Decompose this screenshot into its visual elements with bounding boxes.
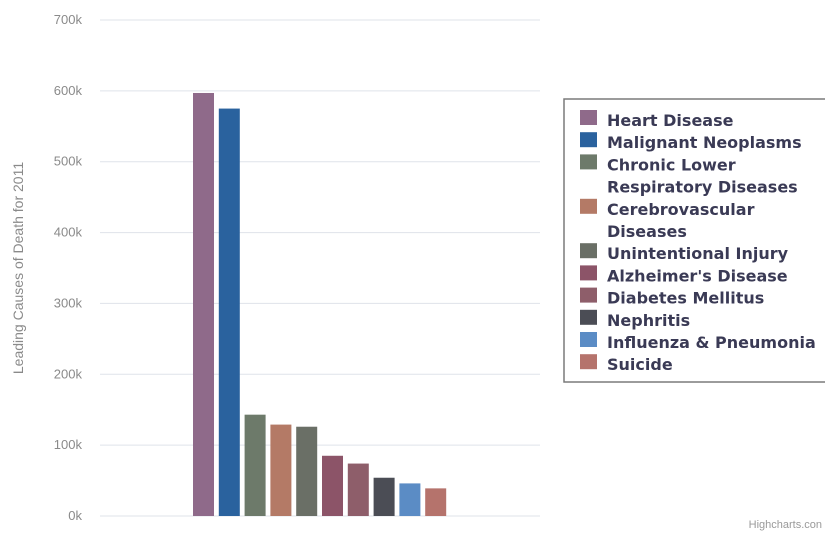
legend-label: Diseases <box>607 222 687 241</box>
y-tick-label: 100k <box>54 437 83 452</box>
bar-influenza-pneumonia[interactable] <box>399 483 421 516</box>
legend-label: Unintentional Injury <box>607 244 789 263</box>
legend: Heart Disease Malignant Neoplasms Chronic … <box>563 98 825 383</box>
legend-swatch <box>580 332 597 347</box>
bar-malignant-neoplasms[interactable] <box>218 108 240 517</box>
legend-item[interactable]: Suicide <box>580 354 673 374</box>
legend-label: Diabetes Mellitus <box>607 289 764 308</box>
y-tick-label: 500k <box>54 154 83 169</box>
bars <box>193 92 447 517</box>
legend-swatch <box>580 287 597 303</box>
grid-lines <box>100 19 540 517</box>
legend-label: Malignant Neoplasms <box>607 133 802 152</box>
y-tick-label: 200k <box>54 366 83 381</box>
legend-item[interactable]: Cerebrovascular Diseases <box>580 198 755 241</box>
legend-swatch <box>580 309 597 325</box>
legend-item[interactable]: Chronic Lower Respiratory Diseases <box>580 154 798 197</box>
legend-label: Respiratory Diseases <box>607 178 798 197</box>
bar-chronic-lower-respiratory-diseases[interactable] <box>244 414 266 516</box>
legend-item[interactable]: Alzheimer's Disease <box>580 265 788 285</box>
bar-heart-disease[interactable] <box>193 92 214 517</box>
legend-swatch <box>580 110 597 125</box>
legend-box <box>563 98 825 383</box>
legend-label: Influenza & Pneumonia <box>607 333 816 352</box>
legend-label: Alzheimer's Disease <box>607 266 788 285</box>
credits-link[interactable]: Highcharts.con <box>749 519 822 531</box>
legend-item[interactable]: Unintentional Injury <box>580 243 789 263</box>
legend-swatch <box>580 154 597 170</box>
bar-diabetes-mellitus[interactable] <box>347 463 369 516</box>
legend-item[interactable]: Malignant Neoplasms <box>580 132 802 152</box>
legend-items: Heart Disease Malignant Neoplasms Chronic … <box>580 110 816 374</box>
legend-swatch <box>580 265 597 281</box>
legend-item[interactable]: Nephritis <box>580 309 690 330</box>
legend-label: Heart Disease <box>607 111 734 130</box>
legend-item[interactable]: Heart Disease <box>580 110 734 130</box>
legend-swatch <box>580 354 597 370</box>
legend-label: Chronic Lower <box>607 155 736 174</box>
legend-label: Nephritis <box>607 311 690 330</box>
legend-item[interactable]: Diabetes Mellitus <box>580 287 764 308</box>
bar-nephritis[interactable] <box>373 477 395 516</box>
legend-swatch <box>580 132 597 148</box>
y-tick-label: 600k <box>54 83 83 98</box>
legend-swatch <box>580 198 597 214</box>
y-axis-ticks: 0k 100k 200k 300k 400k 500k 600k 700k <box>54 12 83 523</box>
bar-unintentional-injury[interactable] <box>296 426 318 516</box>
y-tick-label: 700k <box>54 12 83 27</box>
y-tick-label: 400k <box>54 225 83 240</box>
legend-label: Cerebrovascular <box>607 200 755 219</box>
y-tick-label: 0k <box>68 508 82 523</box>
bar-suicide[interactable] <box>425 488 447 516</box>
bar-cerebrovascular-diseases[interactable] <box>270 424 292 516</box>
y-tick-label: 300k <box>54 295 83 310</box>
legend-label: Suicide <box>607 355 673 374</box>
legend-swatch <box>580 243 597 259</box>
legend-item[interactable]: Influenza & Pneumonia <box>580 332 816 352</box>
y-axis-title: Leading Causes of Death for 2011 <box>10 162 26 374</box>
bar-alzheimer-s-disease[interactable] <box>322 455 343 516</box>
